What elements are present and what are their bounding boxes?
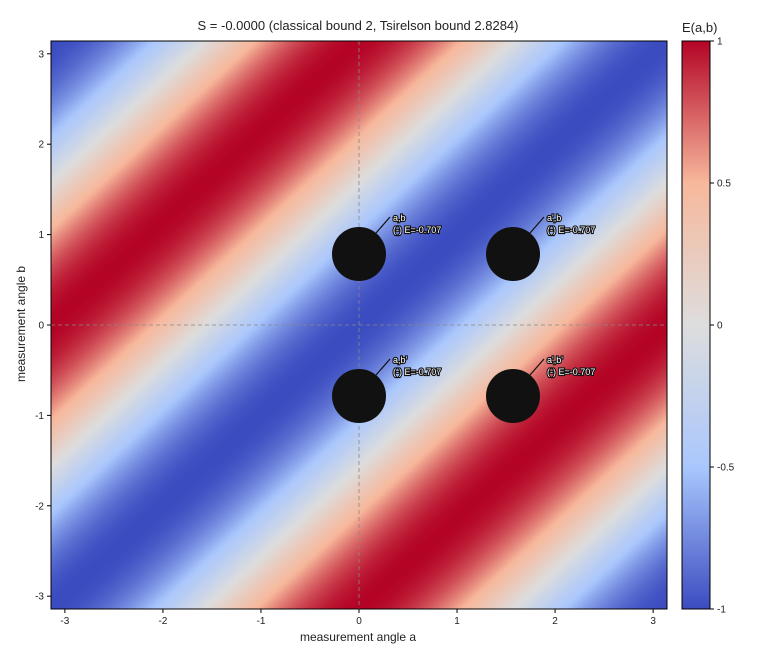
y-axis: -3 -2 -1 0 1 2 3 — [35, 49, 51, 603]
x-tick-label: 2 — [552, 616, 558, 627]
data-point — [332, 227, 386, 281]
x-tick-label: -2 — [158, 616, 167, 627]
colorbar-tick-label: 0.5 — [717, 179, 731, 190]
y-tick-label: -2 — [35, 501, 44, 512]
point-name-label: a,b' — [393, 355, 408, 365]
annotation-leader — [375, 358, 391, 376]
x-tick-label: 3 — [650, 616, 656, 627]
annotation-leader — [529, 358, 545, 376]
colorbar-label: E(a,b) — [682, 20, 717, 35]
colorbar-gradient — [681, 40, 711, 610]
data-point-group: a,b (-) E=-0.707 — [332, 212, 442, 281]
colorbar-ticks: 1 0.5 0 -0.5 -1 — [710, 37, 735, 616]
annotation-leader — [375, 216, 391, 234]
point-name-label: a',b — [547, 213, 561, 223]
point-name-label: a,b — [393, 213, 406, 223]
colorbar-tick-label: -1 — [717, 605, 726, 616]
y-tick-label: 2 — [38, 140, 44, 151]
colorbar-tick-label: 0 — [717, 321, 723, 332]
data-point-group: a',b (-) E=-0.707 — [486, 212, 596, 281]
plot-area: a,b (-) E=-0.707 a',b (-) E=-0.707 a,b' (-) E… — [50, 40, 668, 610]
colorbar-tick-label: 1 — [717, 37, 723, 48]
y-tick-label: 0 — [38, 321, 44, 332]
colorbar: E(a,b) 1 0.5 0 -0.5 -1 — [681, 20, 735, 616]
chart-title: S = -0.0000 (classical bound 2, Tsirelso… — [198, 18, 519, 33]
point-name-label: a',b' — [547, 355, 563, 365]
y-tick-label: 3 — [38, 49, 44, 60]
x-tick-label: 1 — [454, 616, 460, 627]
point-value-label: (-) E=-0.707 — [393, 225, 441, 235]
y-tick-label: -3 — [35, 592, 44, 603]
data-point-group: a',b' (-) E=-0.707 — [486, 354, 596, 423]
point-value-label: (-) E=-0.707 — [393, 367, 441, 377]
x-tick-label: -1 — [257, 616, 266, 627]
data-point-group: a,b' (-) E=-0.707 — [332, 354, 442, 423]
y-axis-label: measurement angle b — [14, 266, 28, 382]
colorbar-tick-label: -0.5 — [717, 463, 735, 474]
x-tick-label: 0 — [356, 616, 362, 627]
x-axis-label: measurement angle a — [300, 630, 416, 644]
data-point — [486, 369, 540, 423]
data-point — [486, 227, 540, 281]
points-layer: a,b (-) E=-0.707 a',b (-) E=-0.707 a,b' (-) E… — [332, 212, 596, 423]
y-tick-label: -1 — [35, 411, 44, 422]
x-axis: -3 -2 -1 0 1 2 3 — [60, 609, 656, 627]
annotation-leader — [529, 216, 545, 234]
point-value-label: (-) E=-0.707 — [547, 225, 595, 235]
data-point — [332, 369, 386, 423]
point-value-label: (-) E=-0.707 — [547, 367, 595, 377]
x-tick-label: -3 — [60, 616, 69, 627]
y-tick-label: 1 — [38, 230, 44, 241]
